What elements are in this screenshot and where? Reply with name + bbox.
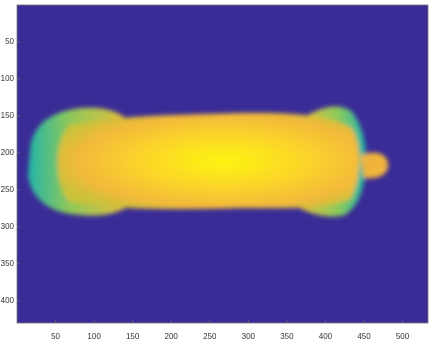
y-tick-label: 50 [5, 37, 14, 46]
y-tick-label: 200 [1, 148, 15, 157]
y-tick-label: 350 [1, 259, 15, 268]
y-tick-label: 100 [1, 74, 15, 83]
x-tick-label: 150 [126, 332, 140, 341]
x-tick-label: 400 [319, 332, 333, 341]
x-tick-label: 50 [51, 332, 60, 341]
x-tick-label: 300 [242, 332, 256, 341]
x-tick-label: 250 [203, 332, 217, 341]
axes-box [16, 4, 429, 324]
x-tick-label: 500 [396, 332, 410, 341]
x-tick-label: 450 [357, 332, 371, 341]
intensity-blob [28, 106, 389, 217]
x-tick-label: 100 [87, 332, 101, 341]
x-tick-label: 350 [280, 332, 294, 341]
y-tick-label: 400 [1, 296, 15, 305]
y-tick-label: 250 [1, 185, 15, 194]
x-tick-label: 200 [165, 332, 179, 341]
y-tick-label: 300 [1, 222, 15, 231]
core [57, 112, 360, 210]
right-knob [360, 152, 389, 179]
y-tick-label: 150 [1, 111, 15, 120]
